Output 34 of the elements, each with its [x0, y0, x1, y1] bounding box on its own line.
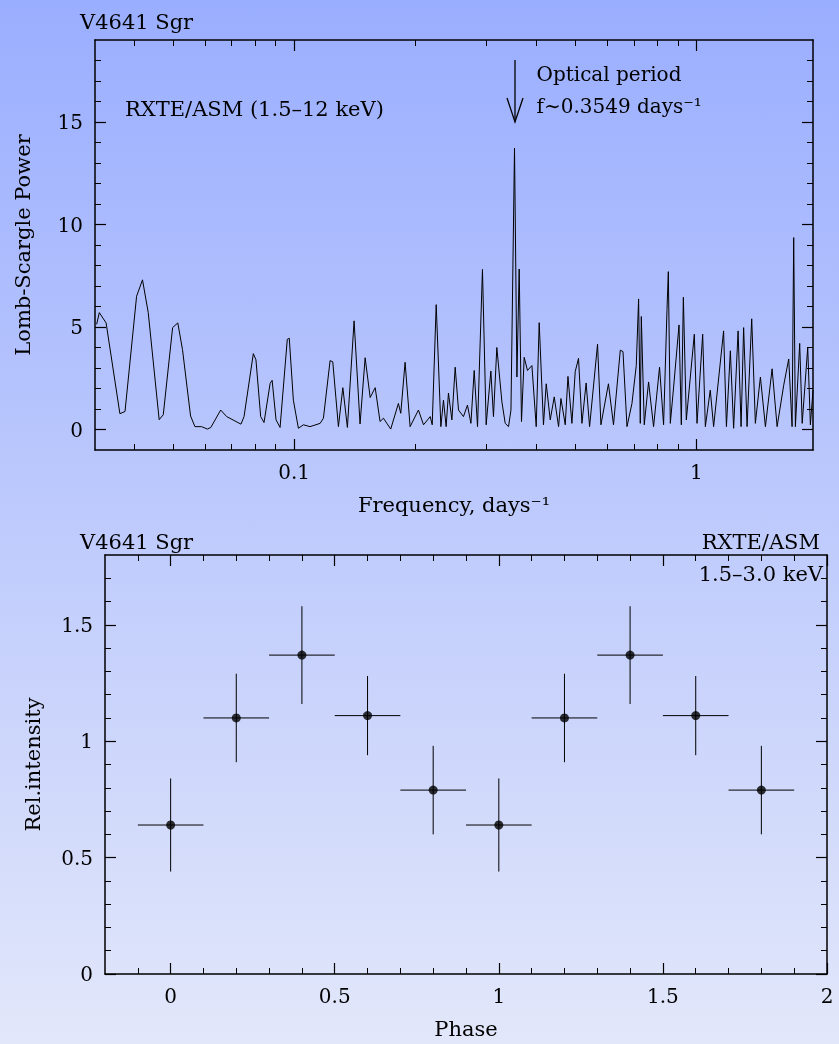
point: [559, 713, 569, 723]
x-tick-label: 1: [492, 984, 506, 1008]
y-tick-label: 10: [57, 212, 83, 237]
point: [625, 650, 635, 660]
x-tick-label: 0.1: [278, 460, 310, 484]
y-tick-label: 0: [80, 962, 93, 986]
point: [756, 785, 766, 795]
y-tick-label: 15: [57, 110, 83, 134]
x-axis-title: Phase: [434, 1016, 498, 1041]
point: [428, 785, 438, 795]
annotation: RXTE/ASM (1.5–12 keV): [125, 96, 384, 121]
point: [691, 711, 701, 721]
y-tick-label: 0: [70, 417, 83, 442]
chart-title: V4641 Sgr: [79, 9, 195, 34]
x-tick-label: 0.5: [318, 984, 351, 1008]
point: [363, 711, 373, 721]
x-tick-label: 1.5: [647, 984, 679, 1008]
y-axis-title: Lomb-Scargle Power: [10, 133, 35, 356]
chart-title: V4641 Sgr: [79, 529, 195, 554]
y-tick-label: 1: [80, 729, 93, 754]
annotation: 1.5–3.0 keV: [698, 561, 824, 586]
y-axis-title: Rel.intensity: [20, 697, 45, 832]
x-tick-label: 0: [164, 984, 177, 1008]
point: [231, 713, 241, 723]
chart-subtitle: RXTE/ASM: [701, 529, 821, 554]
y-tick-label: 5: [70, 315, 83, 339]
y-tick-label: 0.5: [61, 845, 93, 870]
y-tick-label: 1.5: [61, 612, 93, 637]
point: [297, 650, 307, 660]
point: [166, 820, 176, 830]
x-tick-label: 2: [820, 984, 834, 1008]
annotation: Optical period f∼0.3549 days⁻¹: [536, 62, 702, 119]
x-axis-title: Frequency, days⁻¹: [357, 492, 551, 517]
point: [494, 820, 504, 830]
